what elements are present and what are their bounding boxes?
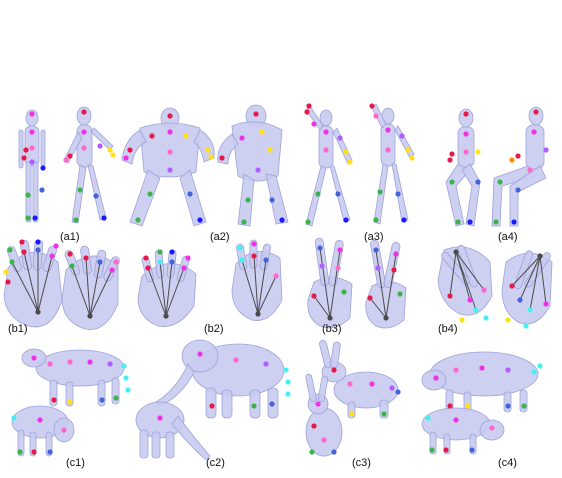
hand-icon <box>501 250 553 325</box>
panel-label: (a4) <box>498 231 518 243</box>
panel-a4: (a4) <box>445 106 549 243</box>
panel-b4: (b4) <box>437 244 553 335</box>
muscular-figure-icon <box>121 107 215 227</box>
panel-c2: (c2) <box>135 339 291 469</box>
skeleton-joints <box>447 109 549 225</box>
rabbit-icon <box>319 340 399 419</box>
skeleton-joints <box>11 355 131 455</box>
panel-label: (c2) <box>206 457 225 469</box>
hand-icon <box>3 239 63 328</box>
panel-label: (a3) <box>364 231 384 243</box>
hand-skeleton <box>11 250 113 317</box>
hand-icon <box>437 244 493 316</box>
panel-a3: (a3) <box>304 103 415 243</box>
seated-figure-icon <box>445 108 481 227</box>
human-figure-icon <box>63 106 114 224</box>
panel-c4: (c4) <box>421 351 543 469</box>
skeleton-joints <box>447 249 549 329</box>
skeleton-joints <box>143 241 279 319</box>
panel-label: (b1) <box>8 323 28 335</box>
skeleton-joints <box>304 103 415 225</box>
human-figure-icon <box>18 109 46 223</box>
panel-b3: (b3) <box>307 237 407 335</box>
panel-label: (b3) <box>322 323 342 335</box>
panel-label: (a2) <box>210 231 230 243</box>
panel-label: (c1) <box>66 457 85 469</box>
skeleton-joints <box>425 363 543 453</box>
panel-a2: (a2) <box>121 104 289 243</box>
panel-c1: (c1) <box>11 348 131 469</box>
panel-b1: (b1) <box>3 239 120 335</box>
seated-figure-icon <box>491 106 547 227</box>
panel-label: (c3) <box>352 457 371 469</box>
cow-icon <box>21 348 125 407</box>
pig-icon <box>421 407 505 455</box>
panel-label: (c4) <box>498 457 517 469</box>
skeleton-joints <box>311 245 403 321</box>
panel-label: (a1) <box>60 231 80 243</box>
human-figure-icon <box>371 103 415 225</box>
hand-skeleton <box>449 251 547 311</box>
skeleton-joints <box>21 109 116 223</box>
skeleton-joints <box>157 351 291 421</box>
panel-label: (b4) <box>438 323 458 335</box>
hand-skeleton <box>313 247 397 319</box>
elephant-icon <box>135 401 211 461</box>
skeleton-joints <box>3 239 119 319</box>
skeleton-joints <box>309 367 401 455</box>
hand-skeleton <box>147 255 277 317</box>
rabbit-icon <box>305 373 343 457</box>
panel-b2: (b2) <box>137 239 283 335</box>
panel-a1: (a1) <box>18 106 116 243</box>
skeleton-joints <box>123 111 285 225</box>
muscular-figure-icon <box>217 104 289 227</box>
pig-icon <box>421 351 539 413</box>
panel-c3: (c3) <box>305 340 401 469</box>
panel-label: (b2) <box>204 323 224 335</box>
